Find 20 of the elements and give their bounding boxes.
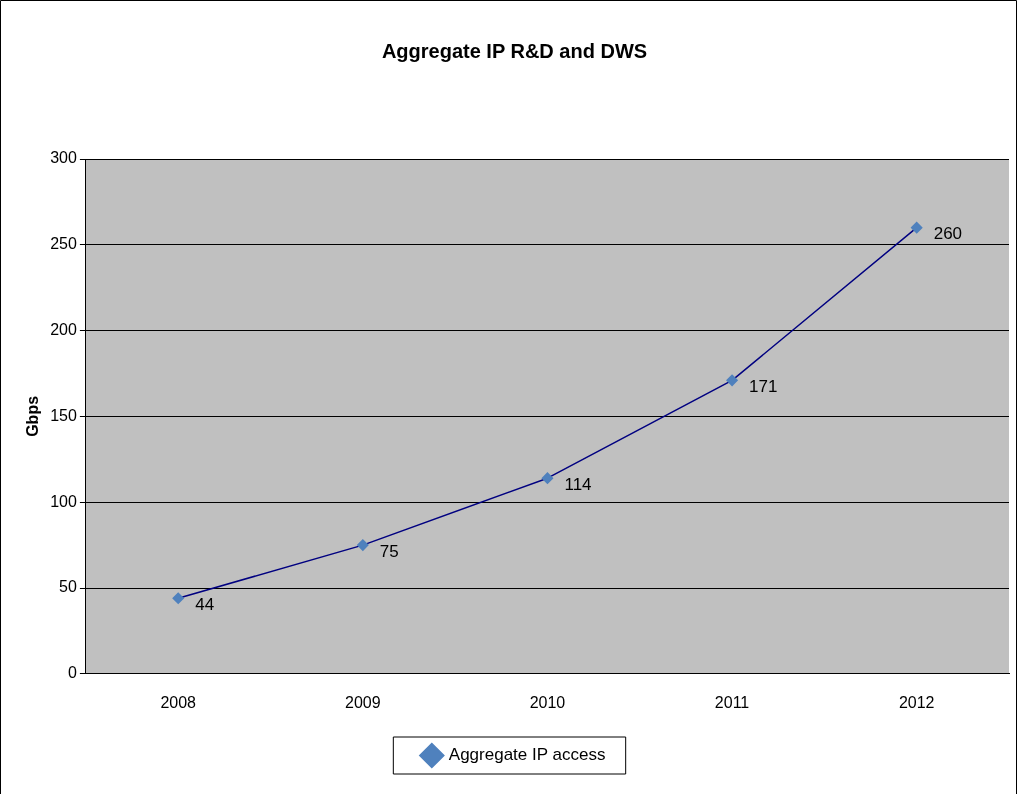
y-tick-label: 300 bbox=[50, 149, 77, 167]
data-label: 114 bbox=[564, 474, 592, 494]
y-tick-label: 50 bbox=[59, 578, 77, 596]
data-label: 260 bbox=[933, 224, 963, 244]
data-label: 75 bbox=[379, 541, 399, 561]
x-tick-label: 2012 bbox=[898, 693, 935, 711]
x-tick-label: 2009 bbox=[345, 693, 381, 711]
y-tick-label: 150 bbox=[50, 406, 77, 424]
y-tick-label: 0 bbox=[67, 664, 77, 682]
y-tick-label: 250 bbox=[50, 235, 77, 253]
y-tick-label: 100 bbox=[50, 492, 77, 510]
x-tick-label: 2008 bbox=[160, 693, 197, 711]
data-label: 171 bbox=[749, 377, 778, 397]
x-tick-label: 2010 bbox=[529, 693, 566, 711]
legend-label: Aggregate IP access bbox=[448, 745, 606, 765]
x-tick-label: 2011 bbox=[714, 693, 750, 711]
data-label: 44 bbox=[195, 594, 215, 614]
y-tick-label: 200 bbox=[50, 321, 77, 339]
chart-title: Aggregate IP R&D and DWS bbox=[381, 39, 648, 62]
y-axis-title: Gbps bbox=[24, 395, 42, 437]
